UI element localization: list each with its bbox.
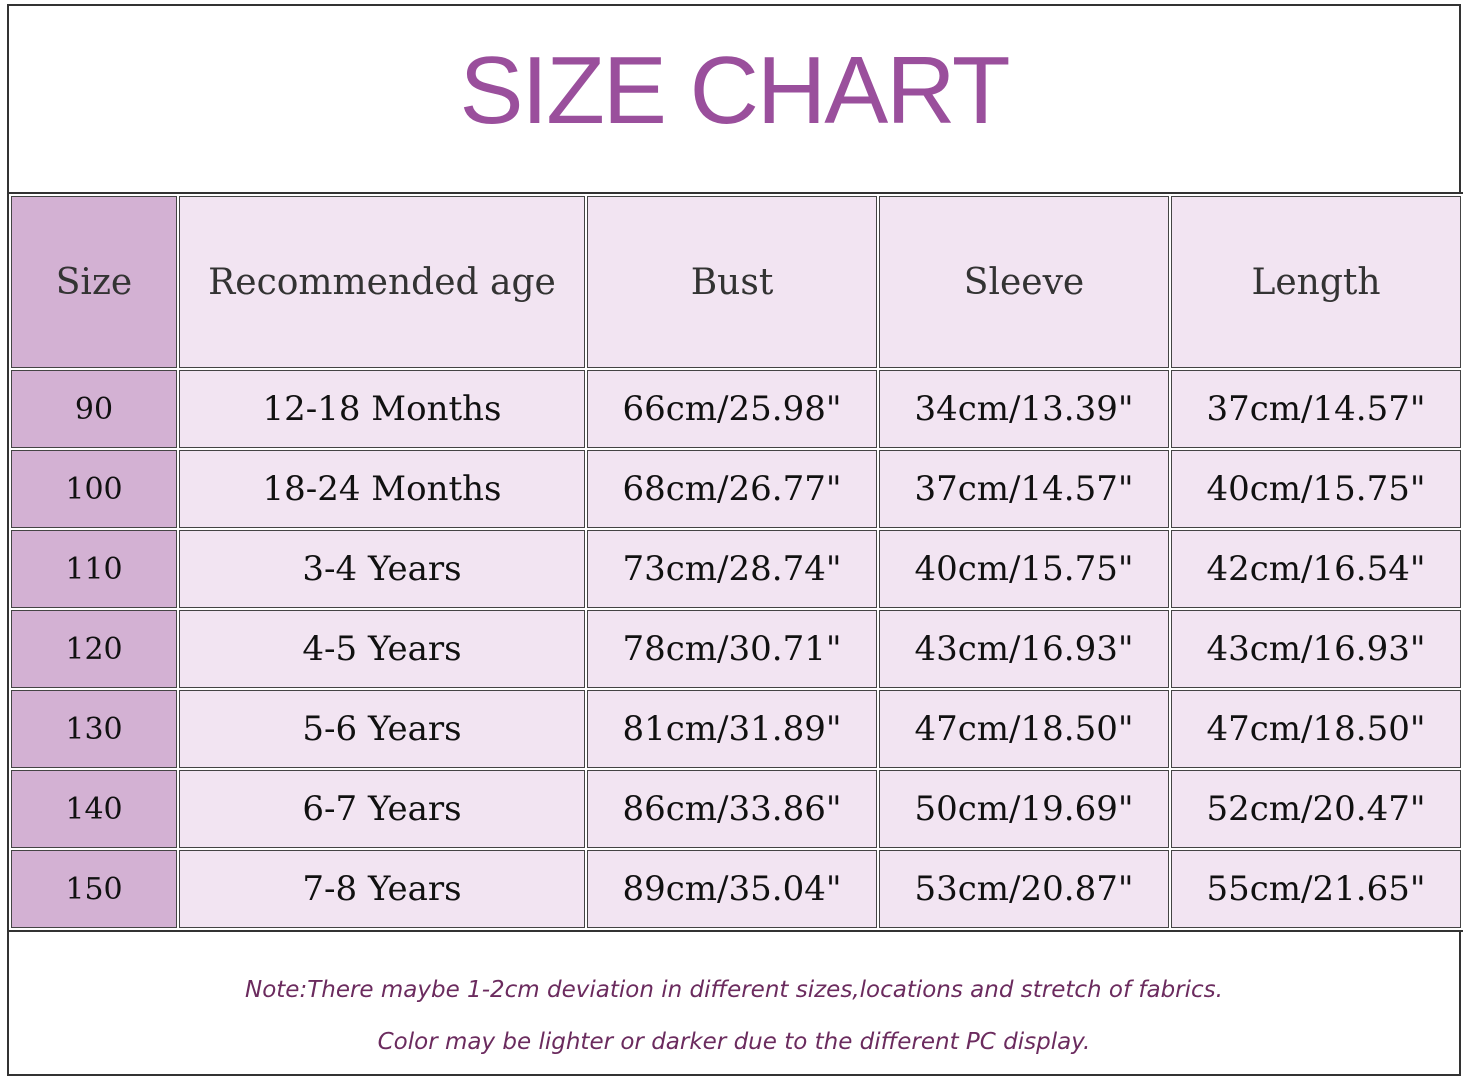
notes: Note:There maybe 1-2cm deviation in diff… [9, 964, 1459, 1068]
table-cell: 78cm/30.71" [587, 610, 877, 688]
table-body: Size Recommended age Bust Sleeve Length 90 12-… [11, 196, 1461, 928]
table-cell: 120 [11, 610, 177, 688]
column-header: Bust [587, 196, 877, 368]
title: SIZE CHART [459, 37, 1011, 144]
table-cell: 52cm/20.47" [1171, 770, 1461, 848]
table-cell: 4-5 Years [179, 610, 585, 688]
table-cell: 86cm/33.86" [587, 770, 877, 848]
table-cell: 130 [11, 690, 177, 768]
table-cell: 47cm/18.50" [1171, 690, 1461, 768]
note-line: Color may be lighter or darker due to th… [377, 1029, 1091, 1055]
table-row: 110 3-4 Years 73cm/28.74" 40cm/15.75" 42cm/1… [11, 530, 1461, 608]
size-table: Size Recommended age Bust Sleeve Length 90 12-… [9, 192, 1463, 932]
table-cell: 34cm/13.39" [879, 370, 1169, 448]
table-cell: 100 [11, 450, 177, 528]
note-line: Note:There maybe 1-2cm deviation in diff… [245, 977, 1223, 1003]
table-cell: 43cm/16.93" [1171, 610, 1461, 688]
table-cell: 3-4 Years [179, 530, 585, 608]
table-cell: 18-24 Months [179, 450, 585, 528]
table-cell: 81cm/31.89" [587, 690, 877, 768]
table-cell: 43cm/16.93" [879, 610, 1169, 688]
table-cell: 66cm/25.98" [587, 370, 877, 448]
table-cell: 7-8 Years [179, 850, 585, 928]
table-cell: 140 [11, 770, 177, 848]
table-row: 130 5-6 Years 81cm/31.89" 47cm/18.50" 47cm/1… [11, 690, 1461, 768]
table-cell: 37cm/14.57" [879, 450, 1169, 528]
header-row: Size Recommended age Bust Sleeve Length [11, 196, 1461, 368]
table-cell: 5-6 Years [179, 690, 585, 768]
table-cell: 53cm/20.87" [879, 850, 1169, 928]
table-cell: 50cm/19.69" [879, 770, 1169, 848]
table-cell: 12-18 Months [179, 370, 585, 448]
table-cell: 6-7 Years [179, 770, 585, 848]
table-row: 150 7-8 Years 89cm/35.04" 53cm/20.87" 55cm/2… [11, 850, 1461, 928]
table-cell: 55cm/21.65" [1171, 850, 1461, 928]
table-cell: 47cm/18.50" [879, 690, 1169, 768]
table-row: 100 18-24 Months 68cm/26.77" 37cm/14.57" 40c… [11, 450, 1461, 528]
column-header: Length [1171, 196, 1461, 368]
table-row: 140 6-7 Years 86cm/33.86" 50cm/19.69" 52cm/2… [11, 770, 1461, 848]
column-header: Size [11, 196, 177, 368]
column-header: Sleeve [879, 196, 1169, 368]
table-cell: 90 [11, 370, 177, 448]
table-cell: 150 [11, 850, 177, 928]
table-cell: 73cm/28.74" [587, 530, 877, 608]
table-cell: 40cm/15.75" [1171, 450, 1461, 528]
table-cell: 42cm/16.54" [1171, 530, 1461, 608]
table-cell: 68cm/26.77" [587, 450, 877, 528]
table-cell: 110 [11, 530, 177, 608]
table-cell: 40cm/15.75" [879, 530, 1169, 608]
size-chart: SIZE CHART Size Recommended age Bust Sleeve… [7, 4, 1463, 1076]
table-cell: 37cm/14.57" [1171, 370, 1461, 448]
column-header: Recommended age [179, 196, 585, 368]
table-row: 90 12-18 Months 66cm/25.98" 34cm/13.39" 37cm… [11, 370, 1461, 448]
table-cell: 89cm/35.04" [587, 850, 877, 928]
table-row: 120 4-5 Years 78cm/30.71" 43cm/16.93" 43cm/1… [11, 610, 1461, 688]
